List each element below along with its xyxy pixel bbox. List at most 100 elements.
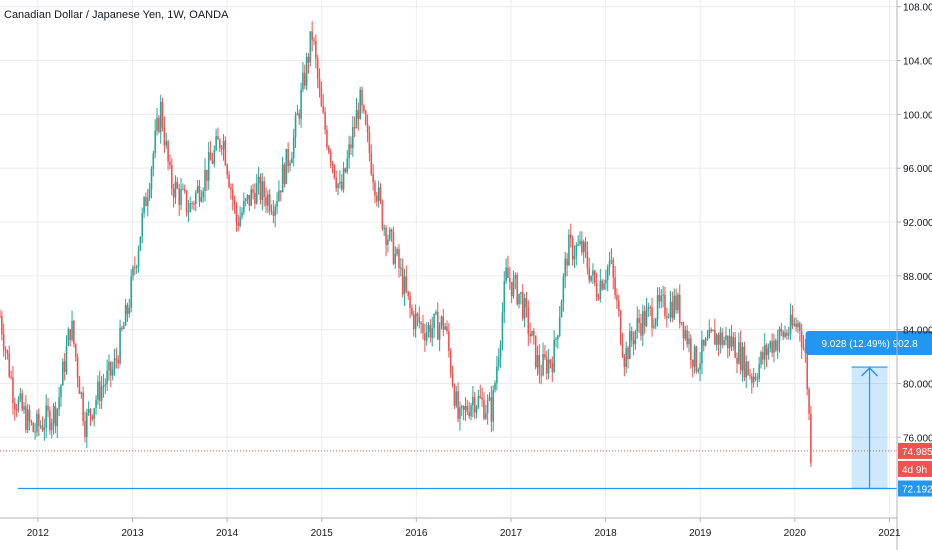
candle-body <box>658 295 661 302</box>
candle-body <box>412 314 415 329</box>
candle-body <box>747 361 749 376</box>
candle-body <box>405 276 408 292</box>
candle-body <box>608 261 611 267</box>
candle-body <box>322 106 325 113</box>
candle-body <box>693 346 696 367</box>
candle-body <box>374 182 376 196</box>
candle-body <box>226 165 228 175</box>
time-axis[interactable]: 2012 2013 2014 2015 2016 2017 2018 2019 2020 2021 <box>0 517 901 539</box>
candle-body <box>638 318 640 324</box>
candle-body <box>403 276 406 295</box>
candle-body <box>411 308 413 315</box>
candle-body <box>557 335 559 339</box>
candle-body <box>586 251 589 269</box>
candle-body <box>728 336 731 349</box>
candle-body <box>239 216 241 227</box>
candle-body <box>287 148 289 166</box>
candle-body <box>65 345 68 373</box>
candle-body <box>339 181 341 184</box>
candle-body <box>396 249 398 255</box>
y-tick-label: 104.000 <box>903 57 932 68</box>
candle-body <box>597 297 600 300</box>
candle-body <box>265 197 267 206</box>
candle-body <box>235 204 238 223</box>
candle-body <box>348 144 350 159</box>
candle-body <box>464 406 467 410</box>
candle-body <box>686 330 688 345</box>
candle-body <box>206 169 208 181</box>
candle-body <box>385 227 387 245</box>
candle-body <box>196 185 199 193</box>
candle-body <box>680 322 683 324</box>
price-axis[interactable]: 76.000 80.000 84.000 88.000 92.000 96.000 100.… <box>896 0 932 550</box>
candle-body <box>802 347 805 349</box>
candle-body <box>632 340 635 345</box>
candle-body <box>248 194 251 206</box>
candle-body <box>475 406 478 413</box>
candle-body <box>97 381 99 400</box>
candle-body <box>605 280 607 284</box>
candle-body <box>503 281 506 313</box>
candle-body <box>536 354 539 368</box>
candle-body <box>721 332 724 345</box>
candle-body <box>8 353 11 377</box>
candle-body <box>416 313 419 317</box>
candle-body <box>741 346 744 371</box>
candle-body <box>224 140 227 166</box>
candle-body <box>230 187 232 190</box>
candle-body <box>67 329 70 346</box>
candle-body <box>39 425 42 427</box>
candle-body <box>252 189 254 193</box>
candle-body <box>664 294 666 317</box>
y-tick-label: 84.000 <box>903 326 932 337</box>
x-tick-label: 2019 <box>689 528 712 539</box>
candle-body <box>84 420 86 438</box>
candle-body <box>440 316 443 326</box>
candle-body <box>496 366 498 384</box>
candle-body <box>313 39 315 42</box>
candle-body <box>730 336 733 347</box>
candle-body <box>678 294 681 324</box>
candle-body <box>588 268 591 281</box>
candle-body <box>507 267 509 279</box>
candle-body <box>701 339 703 364</box>
candle-body <box>660 295 663 302</box>
candle-body <box>573 255 576 260</box>
candle-body <box>621 343 624 357</box>
candle-body <box>715 334 718 345</box>
candle-body <box>202 190 204 198</box>
candle-body <box>776 340 779 351</box>
candle-body <box>569 234 572 239</box>
support-price-label: 72.192 <box>902 485 932 496</box>
candle-body <box>337 183 339 189</box>
candle-body <box>547 359 550 374</box>
candle-body <box>89 409 92 416</box>
candle-body <box>653 325 655 328</box>
candle-body <box>176 181 179 189</box>
candle-body <box>579 240 581 245</box>
candle-body <box>209 152 212 161</box>
candle-body <box>189 202 192 212</box>
candle-body <box>215 136 217 150</box>
candle-body <box>300 89 302 119</box>
candle-body <box>95 399 97 409</box>
candle-body <box>363 105 365 112</box>
candle-body <box>749 375 751 377</box>
y-tick-label: 108.000 <box>903 3 932 14</box>
candle-body <box>647 307 650 310</box>
x-tick-label: 2021 <box>878 528 901 539</box>
candle-body <box>180 189 182 205</box>
candle-body <box>261 181 264 200</box>
candle-body <box>688 338 690 345</box>
candle-body <box>200 197 203 202</box>
candle-body <box>617 300 620 311</box>
candle-body <box>342 168 345 190</box>
candle-body <box>281 164 284 193</box>
candle-body <box>220 148 223 150</box>
candle-body <box>390 229 393 232</box>
candle-body <box>169 161 171 166</box>
candle-body <box>427 325 430 333</box>
candle-body <box>21 393 23 410</box>
candle-body <box>606 266 609 281</box>
